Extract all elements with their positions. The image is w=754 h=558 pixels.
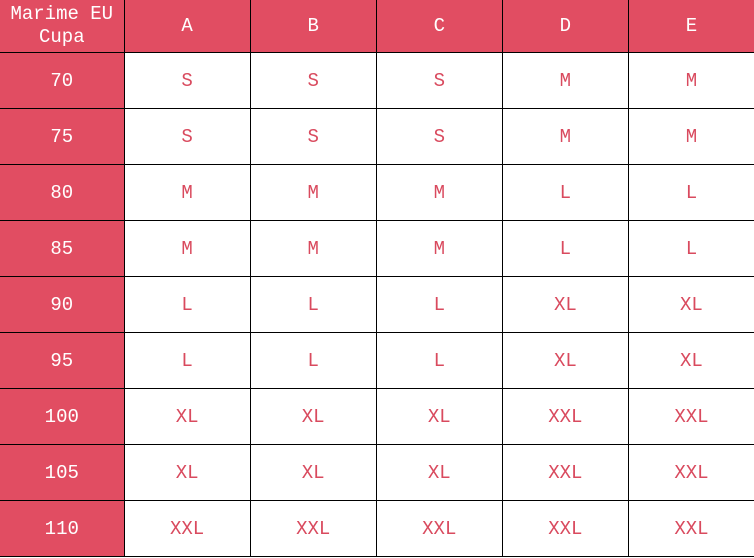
band-size-cell: 110 [0,500,125,557]
size-cell: S [249,52,377,109]
table-row: 95 L L L XL XL [0,332,754,389]
size-cell: M [375,164,503,221]
table-row: 110 XXL XXL XXL XXL XXL [0,500,754,557]
size-cell: XL [123,388,251,445]
size-cell: M [627,108,754,165]
table-row: 105 XL XL XL XXL XXL [0,444,754,501]
size-cell: XXL [627,444,754,501]
size-cell: M [249,164,377,221]
table-row: 70 S S S M M [0,52,754,109]
cup-header: C [375,0,503,53]
band-size-cell: 70 [0,52,125,109]
size-cell: XL [375,444,503,501]
size-cell: XXL [375,500,503,557]
size-cell: XL [501,276,629,333]
size-cell: XXL [249,500,377,557]
band-size-cell: 75 [0,108,125,165]
band-size-cell: 90 [0,276,125,333]
size-cell: L [501,220,629,277]
table-row: 75 S S S M M [0,108,754,165]
size-cell: S [123,52,251,109]
size-cell: XL [627,276,754,333]
band-size-cell: 80 [0,164,125,221]
size-cell: S [123,108,251,165]
size-cell: S [375,52,503,109]
size-cell: L [375,276,503,333]
band-size-cell: 85 [0,220,125,277]
table-row: 100 XL XL XL XXL XXL [0,388,754,445]
size-cell: S [375,108,503,165]
size-cell: L [249,276,377,333]
size-cell: XXL [501,388,629,445]
corner-header: Marime EU Cupa [0,0,125,53]
band-size-cell: 105 [0,444,125,501]
size-cell: L [501,164,629,221]
size-cell: L [375,332,503,389]
size-cell: XL [249,388,377,445]
size-cell: XXL [627,500,754,557]
table-row: 90 L L L XL XL [0,276,754,333]
size-cell: XL [375,388,503,445]
cup-header: D [501,0,629,53]
size-cell: S [249,108,377,165]
size-cell: L [123,276,251,333]
size-cell: XXL [627,388,754,445]
band-size-cell: 95 [0,332,125,389]
size-cell: M [123,164,251,221]
size-cell: M [501,108,629,165]
size-cell: XL [123,444,251,501]
table-row: 80 M M M L L [0,164,754,221]
cup-header: E [627,0,754,53]
size-cell: M [375,220,503,277]
size-cell: M [501,52,629,109]
size-cell: XL [627,332,754,389]
table-row: 85 M M M L L [0,220,754,277]
size-cell: XXL [123,500,251,557]
size-cell: XXL [501,500,629,557]
size-cell: M [123,220,251,277]
band-size-cell: 100 [0,388,125,445]
size-cell: L [123,332,251,389]
size-cell: XXL [501,444,629,501]
size-cell: L [249,332,377,389]
cup-header: A [123,0,251,53]
size-cell: XL [501,332,629,389]
size-cell: XL [249,444,377,501]
size-cell: L [627,164,754,221]
size-cell: M [627,52,754,109]
size-cell: L [627,220,754,277]
cup-header: B [249,0,377,53]
size-cell: M [249,220,377,277]
